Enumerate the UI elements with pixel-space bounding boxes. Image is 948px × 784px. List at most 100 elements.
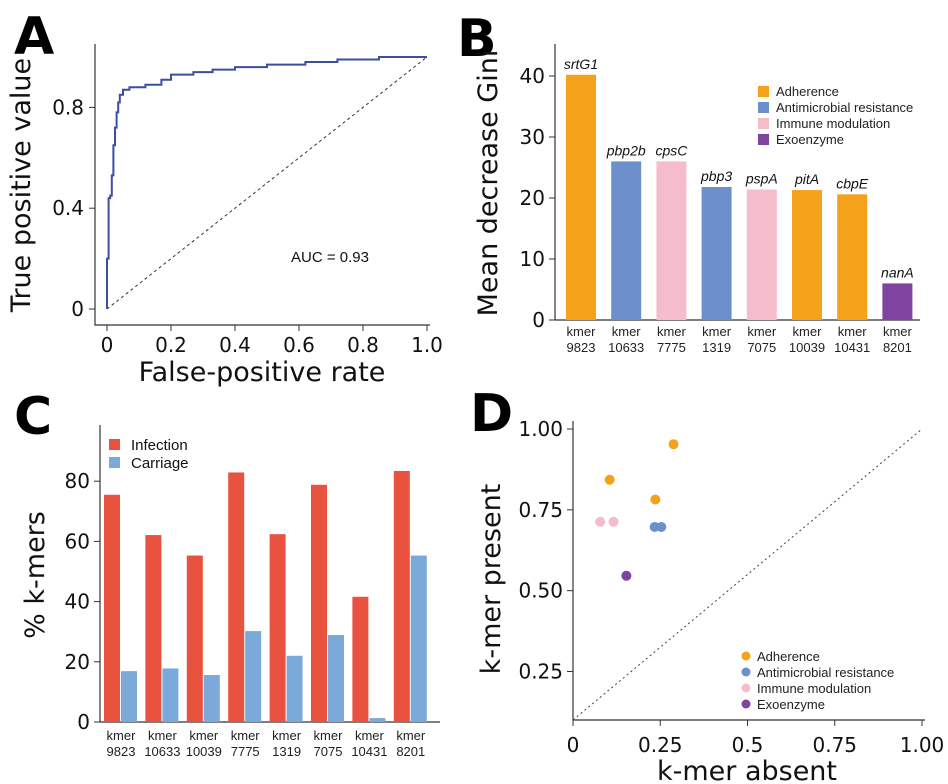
y-tick-label: 0.8 bbox=[52, 95, 84, 119]
gene-label: nanA bbox=[881, 264, 914, 280]
category-label-line2: 7075 bbox=[314, 744, 343, 759]
legend-swatch bbox=[109, 457, 120, 468]
bar-cpsC bbox=[656, 161, 687, 320]
legend-label: Exoenzyme bbox=[757, 697, 825, 712]
y-tick-label: 0 bbox=[532, 308, 545, 332]
point-exoenzyme bbox=[621, 570, 632, 581]
bar-carriage-1319 bbox=[286, 655, 303, 722]
legend-marker bbox=[741, 667, 751, 677]
y-tick-label: 80 bbox=[65, 469, 90, 493]
category-label-line2: 10431 bbox=[351, 744, 387, 759]
panel-d-scatter-chart: D 0 0.25 0.5 0.75 1.00 0.25 0.50 0.75 1.00 Adheren… bbox=[470, 384, 944, 784]
panel-letter-a: A bbox=[14, 7, 54, 67]
category-label-line1: kmer bbox=[612, 324, 642, 339]
legend-swatch bbox=[758, 118, 769, 129]
y-tick-label: 60 bbox=[65, 529, 90, 553]
category-label-line1: kmer bbox=[838, 324, 868, 339]
category-label-line1: kmer bbox=[231, 728, 261, 743]
panel-b-gini-bar-chart: B010203040srtG1kmer9823pbp2bkmer10633cps… bbox=[457, 9, 920, 355]
x-tick-label: 0.25 bbox=[638, 733, 683, 757]
point-adherence bbox=[604, 474, 615, 485]
category-label-line2: 10633 bbox=[608, 340, 644, 355]
y-axis-title: Mean decrease Gini bbox=[473, 50, 504, 317]
category-label-line2: 10633 bbox=[144, 744, 180, 759]
bar-infection-10431 bbox=[352, 596, 369, 722]
bar-carriage-7075 bbox=[328, 635, 344, 722]
category-label-line1: kmer bbox=[189, 728, 219, 743]
bar-infection-7775 bbox=[228, 472, 245, 722]
point-antimicrobial bbox=[656, 521, 667, 532]
point-immune bbox=[595, 516, 606, 527]
legend-label: Antimicrobial resistance bbox=[757, 665, 894, 680]
x-axis-title: False-positive rate bbox=[139, 357, 386, 388]
y-axis-title: k-mer present bbox=[476, 484, 507, 675]
x-tick-label: 0 bbox=[101, 333, 114, 357]
category-label-line1: kmer bbox=[793, 324, 823, 339]
gene-label: srtG1 bbox=[564, 56, 598, 72]
category-label-line2: 10039 bbox=[789, 340, 825, 355]
legend-marker bbox=[741, 651, 751, 661]
category-label-line2: 7775 bbox=[231, 744, 260, 759]
x-tick-label: 0.6 bbox=[283, 333, 315, 357]
panel-letter-c: C bbox=[14, 387, 52, 447]
gene-label: cbpE bbox=[836, 175, 869, 191]
legend-label: Immune modulation bbox=[757, 681, 871, 696]
y-tick-label: 10 bbox=[520, 247, 545, 271]
bar-infection-9823 bbox=[104, 494, 120, 722]
category-label-line1: kmer bbox=[107, 728, 137, 743]
point-adherence bbox=[668, 439, 679, 450]
bar-pbp3 bbox=[701, 187, 732, 320]
legend-label: Infection bbox=[131, 437, 188, 454]
bar-nanA bbox=[882, 283, 913, 320]
category-label-line1: kmer bbox=[272, 728, 302, 743]
category-label-line1: kmer bbox=[314, 728, 344, 743]
category-label-line1: kmer bbox=[148, 728, 178, 743]
x-tick-label: 0.4 bbox=[219, 333, 251, 357]
point-immune bbox=[608, 516, 619, 527]
point-adherence bbox=[650, 494, 661, 505]
category-label-line2: 8201 bbox=[396, 744, 425, 759]
panel-a-roc-chart: A 0 0.2 0.4 0.6 0.8 1.0 0 0.4 0.8 AUC = 0.93 False-… bbox=[6, 7, 443, 388]
y-tick-label: 0.75 bbox=[518, 498, 563, 522]
y-axis-title: % k-mers bbox=[20, 511, 51, 639]
category-label-line1: kmer bbox=[355, 728, 385, 743]
roc-curve bbox=[106, 56, 427, 309]
legend-label: Immune modulation bbox=[776, 116, 890, 131]
legend-swatch bbox=[758, 86, 769, 97]
category-label-line2: 7075 bbox=[747, 340, 776, 355]
bar-pspA bbox=[746, 189, 777, 320]
legend-swatch bbox=[758, 134, 769, 145]
y-tick-label: 1.00 bbox=[518, 417, 563, 441]
x-tick-label: 0.8 bbox=[347, 333, 379, 357]
x-tick-label: 0 bbox=[567, 733, 580, 757]
x-tick-label: 0.5 bbox=[732, 733, 764, 757]
y-tick-label: 20 bbox=[65, 650, 90, 674]
diagonal-reference-line bbox=[106, 56, 428, 310]
x-tick-label: 0.2 bbox=[155, 333, 187, 357]
legend-marker bbox=[741, 699, 751, 709]
y-axis-title: True positive value bbox=[6, 58, 37, 313]
legend-swatch bbox=[109, 439, 120, 450]
panel-letter-b: B bbox=[457, 9, 497, 69]
y-tick-label: 0 bbox=[71, 297, 84, 321]
category-label-line2: 7775 bbox=[657, 340, 686, 355]
legend-marker bbox=[741, 683, 751, 693]
category-label-line1: kmer bbox=[396, 728, 426, 743]
legend-label: Adherence bbox=[757, 649, 820, 664]
category-label-line1: kmer bbox=[883, 324, 913, 339]
category-label-line1: kmer bbox=[657, 324, 687, 339]
bar-carriage-7775 bbox=[245, 631, 262, 722]
y-tick-label: 30 bbox=[520, 125, 545, 149]
axis-frame bbox=[94, 44, 430, 326]
gene-label: pitA bbox=[794, 171, 819, 187]
gene-label: pbp3 bbox=[700, 168, 732, 184]
bar-pitA bbox=[792, 190, 822, 320]
y-tick-label: 20 bbox=[520, 186, 545, 210]
bar-srtG1 bbox=[566, 74, 596, 320]
y-tick-label: 0.4 bbox=[52, 196, 84, 220]
bar-carriage-10633 bbox=[162, 668, 179, 722]
panel-c-kmer-bar-chart: C020406080kmer9823kmer10633kmer10039kmer… bbox=[14, 387, 440, 759]
gene-label: pbp2b bbox=[606, 142, 646, 158]
category-label-line2: 1319 bbox=[702, 340, 731, 355]
